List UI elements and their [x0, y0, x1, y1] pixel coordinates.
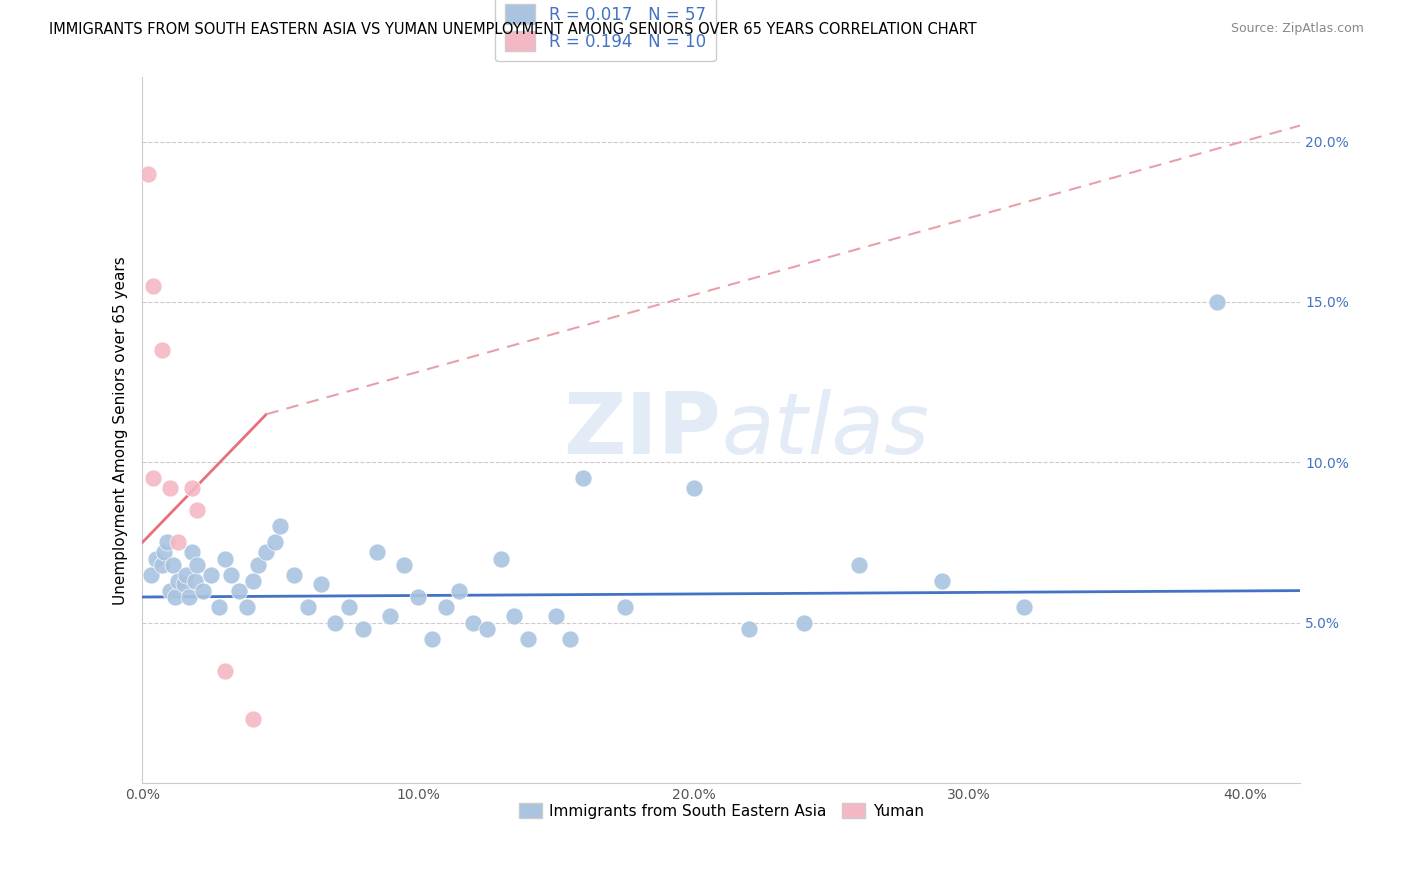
Point [153, 545, 176, 559]
Point [142, 471, 165, 485]
Point [176, 567, 198, 582]
Point [297, 599, 319, 614]
Point [793, 615, 815, 630]
Point [380, 609, 402, 624]
Point [219, 567, 242, 582]
Y-axis label: Unemployment Among Seniors over 65 years: Unemployment Among Seniors over 65 years [114, 256, 128, 605]
Point [186, 558, 208, 572]
Text: ZIP: ZIP [564, 389, 721, 472]
Point [165, 590, 187, 604]
Point [156, 535, 179, 549]
Text: IMMIGRANTS FROM SOUTH EASTERN ASIA VS YUMAN UNEMPLOYMENT AMONG SENIORS OVER 65 Y: IMMIGRANTS FROM SOUTH EASTERN ASIA VS YU… [49, 22, 977, 37]
Point [179, 590, 201, 604]
Point [848, 558, 870, 572]
Point [517, 632, 540, 646]
Point [1014, 599, 1036, 614]
Point [139, 567, 162, 582]
Point [183, 574, 205, 588]
Point [236, 599, 259, 614]
Point [682, 481, 704, 495]
Point [449, 583, 471, 598]
Point [475, 622, 498, 636]
Point [613, 599, 636, 614]
Point [434, 599, 457, 614]
Point [738, 622, 761, 636]
Point [159, 583, 181, 598]
Point [181, 481, 204, 495]
Point [162, 558, 184, 572]
Point [214, 551, 236, 566]
Point [1206, 295, 1229, 310]
Point [420, 632, 443, 646]
Point [337, 599, 360, 614]
Point [323, 615, 346, 630]
Point [558, 632, 581, 646]
Point [269, 519, 291, 533]
Point [150, 558, 173, 572]
Point [191, 583, 214, 598]
Point [311, 577, 333, 591]
Point [572, 471, 595, 485]
Point [931, 574, 953, 588]
Point [200, 567, 222, 582]
Point [136, 167, 159, 181]
Point [254, 545, 277, 559]
Point [503, 609, 526, 624]
Point [366, 545, 388, 559]
Point [142, 279, 165, 293]
Point [181, 545, 204, 559]
Point [159, 481, 181, 495]
Legend: Immigrants from South Eastern Asia, Yuman: Immigrants from South Eastern Asia, Yuma… [513, 797, 929, 825]
Point [186, 503, 208, 517]
Point [167, 535, 190, 549]
Point [489, 551, 512, 566]
Point [406, 590, 429, 604]
Point [263, 535, 285, 549]
Point [208, 599, 231, 614]
Point [544, 609, 567, 624]
Point [214, 664, 236, 678]
Text: Source: ZipAtlas.com: Source: ZipAtlas.com [1230, 22, 1364, 36]
Point [352, 622, 374, 636]
Point [167, 574, 190, 588]
Point [242, 574, 264, 588]
Point [283, 567, 305, 582]
Point [145, 551, 167, 566]
Point [461, 615, 484, 630]
Point [392, 558, 415, 572]
Point [173, 577, 195, 591]
Point [247, 558, 270, 572]
Point [242, 712, 264, 726]
Text: atlas: atlas [721, 389, 929, 472]
Point [150, 343, 173, 357]
Point [228, 583, 250, 598]
